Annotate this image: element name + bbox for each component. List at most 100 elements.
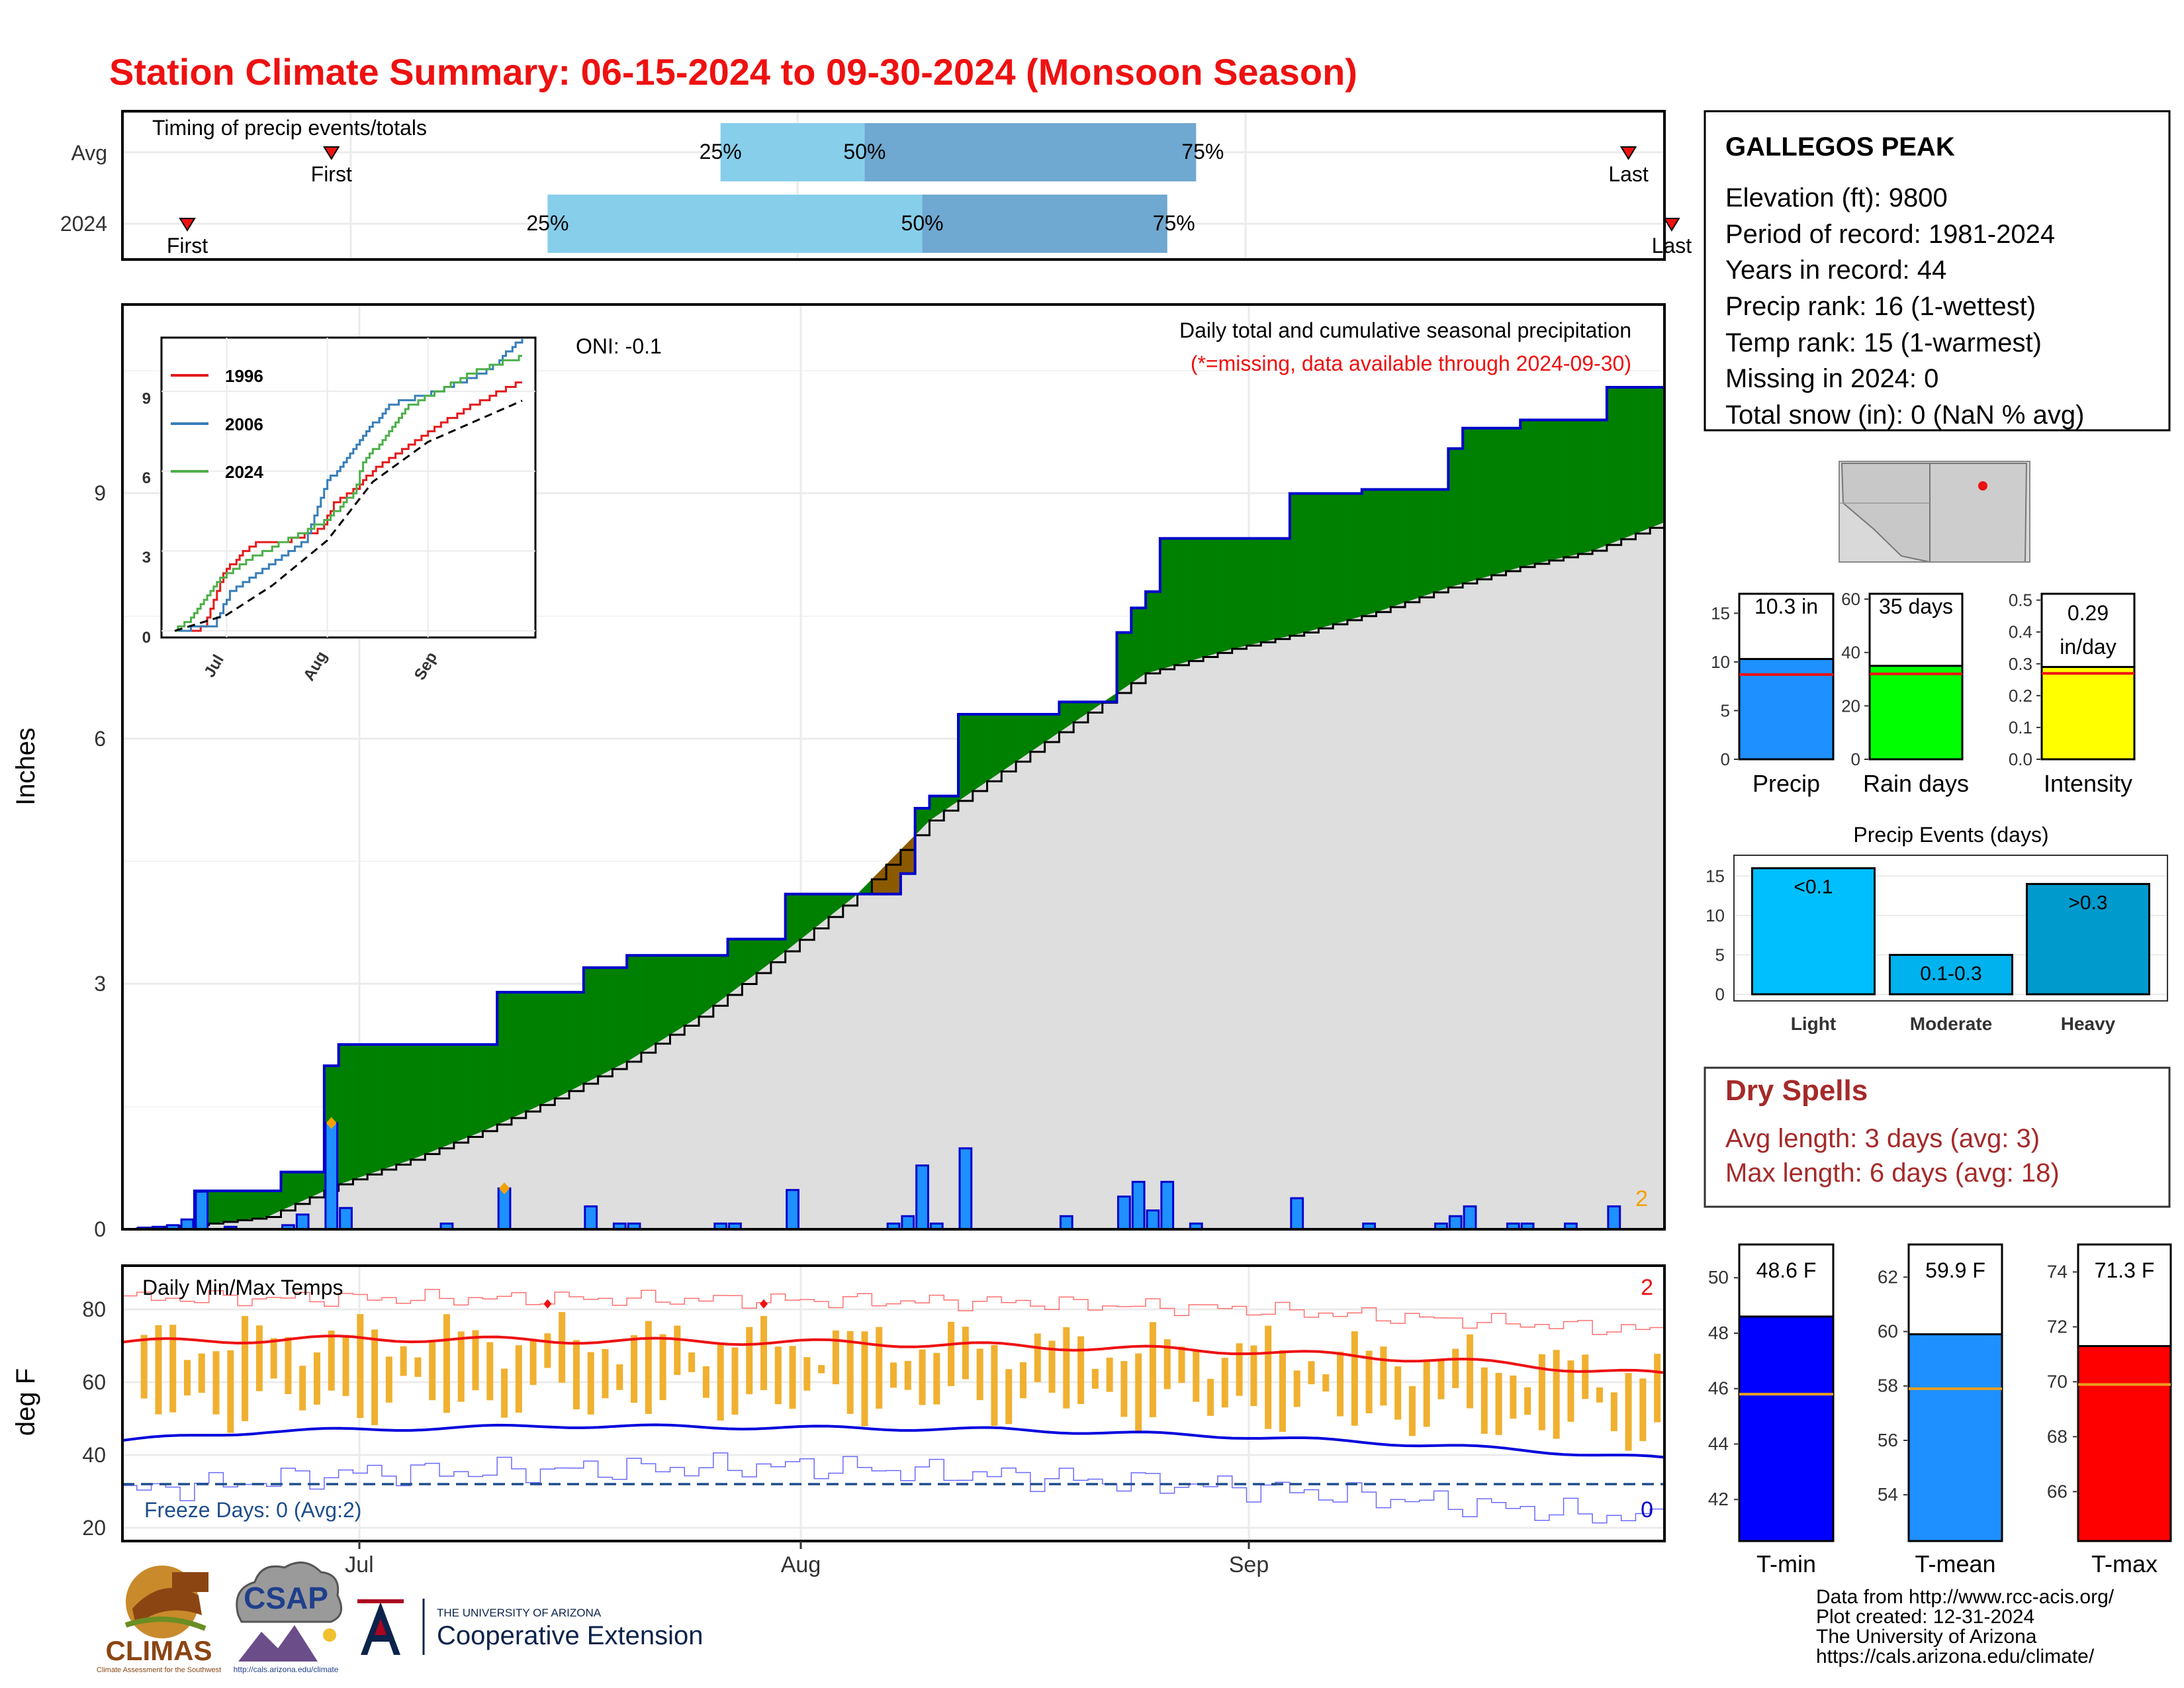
anomaly-fill xyxy=(511,992,526,1119)
daily-temp-range-bar xyxy=(760,1316,768,1390)
daily-temp-range-bar xyxy=(919,1349,926,1405)
daily-temp-range-bar xyxy=(1221,1358,1228,1408)
summary-axis-label: 5 xyxy=(1721,700,1730,720)
daily-precip-bar xyxy=(1160,1180,1175,1231)
daily-temp-range-bar xyxy=(1582,1354,1589,1399)
daily-temp-range-bar xyxy=(904,1360,911,1390)
timing-last-marker xyxy=(1663,218,1680,232)
anomaly-fill xyxy=(439,1044,455,1149)
anomaly-fill xyxy=(612,967,627,1070)
footer-line: https://cals.arizona.edu/climate/ xyxy=(1816,1646,2095,1667)
anomaly-fill xyxy=(1361,489,1377,617)
temp-bar-axis-label: 56 xyxy=(1878,1430,1898,1450)
anomaly-fill xyxy=(1332,493,1348,625)
anomaly-fill xyxy=(223,1190,238,1223)
station-line: Temp rank: 15 (1-warmest) xyxy=(1725,328,2042,357)
daily-temp-range-bar xyxy=(1178,1346,1185,1383)
events-bin-label: 0.1-0.3 xyxy=(1920,963,1981,985)
daily-temp-range-bar xyxy=(198,1353,205,1393)
inset-legend-2024: 2024 xyxy=(225,462,263,482)
anomaly-fill xyxy=(684,955,700,1026)
timing-label-p50: 50% xyxy=(901,211,944,235)
daily-temp-range-bar xyxy=(1308,1361,1315,1385)
daily-temp-range-bar xyxy=(357,1314,364,1419)
daily-temp-range-bar xyxy=(1063,1327,1070,1409)
daily-precip-bar xyxy=(1607,1205,1621,1231)
anomaly-fill xyxy=(281,1172,296,1211)
events-axis-label: 10 xyxy=(1706,906,1725,925)
anomaly-fill xyxy=(1419,489,1434,598)
daily-temp-range-bar xyxy=(1322,1374,1330,1392)
precip-plot xyxy=(122,385,1666,1231)
temp-y-axis: 80 60 40 20 xyxy=(82,1297,106,1540)
temp-bar-axis-label: 70 xyxy=(2047,1371,2068,1391)
anomaly-fill xyxy=(655,955,670,1045)
daily-temp-range-bar xyxy=(486,1342,494,1401)
page-title: Station Climate Summary: 06-15-2024 to 0… xyxy=(109,51,1357,93)
daily-temp-range-bar xyxy=(1005,1369,1013,1425)
anomaly-fill xyxy=(1448,448,1463,588)
inset-y-axis: 0 3 6 9 xyxy=(142,390,151,647)
summary-bar-label: Precip xyxy=(1752,770,1820,797)
station-name: GALLEGOS PEAK xyxy=(1725,132,1955,162)
footer-line: Plot created: 12-31-2024 xyxy=(1816,1606,2034,1628)
anomaly-fill xyxy=(353,1044,368,1180)
temp-bar-axis-label: 58 xyxy=(1878,1376,1898,1396)
daily-temp-range-bar xyxy=(962,1327,969,1380)
daily-temp-range-bar xyxy=(429,1342,436,1401)
oni-label: ONI: -0.1 xyxy=(576,334,662,358)
anomaly-fill xyxy=(1318,493,1334,629)
daily-temp-range-bar xyxy=(140,1335,148,1399)
missing-note: (*=missing, data available through 2024-… xyxy=(1191,352,1631,375)
temp-bar-label: T-min xyxy=(1756,1550,1816,1577)
anomaly-fill xyxy=(1217,538,1232,653)
events-bar-light xyxy=(1751,867,1876,996)
anomaly-fill xyxy=(1462,428,1478,584)
temp-bar-axis-label: 74 xyxy=(2047,1261,2068,1282)
daily-temp-range-bar xyxy=(1639,1378,1647,1441)
daily-temp-range-bar xyxy=(616,1364,623,1390)
ua-cooperative-extension-logo: THE UNIVERSITY OF ARIZONA Cooperative Ex… xyxy=(357,1599,703,1655)
daily-temp-range-bar xyxy=(1207,1379,1214,1416)
temp-y-label: deg F xyxy=(11,1368,40,1436)
daily-temp-range-bar xyxy=(1437,1360,1445,1399)
timing-box-50-75 xyxy=(922,195,1167,253)
dry-spells-avg: Avg length: 3 days (avg: 3) xyxy=(1725,1124,2040,1153)
daily-temp-range-bar xyxy=(818,1365,825,1374)
daily-temp-range-bar xyxy=(1452,1348,1459,1388)
daily-temp-range-bar xyxy=(1120,1361,1128,1417)
daily-temp-range-bar xyxy=(1538,1354,1545,1430)
daily-temp-range-bar xyxy=(717,1343,724,1421)
temp-bar-axis-label: 68 xyxy=(2047,1426,2068,1446)
events-bar-moderate xyxy=(1889,954,2013,996)
daily-temp-range-bar xyxy=(1034,1333,1041,1383)
daily-temp-range-bar xyxy=(1610,1392,1617,1432)
anomaly-fill xyxy=(583,967,598,1084)
x-tick-jul: Jul xyxy=(345,1552,373,1577)
daily-temp-range-bar xyxy=(472,1330,479,1391)
events-category-label: Heavy xyxy=(2061,1013,2116,1034)
daily-temp-range-bar xyxy=(861,1331,868,1427)
anomaly-fill xyxy=(482,1044,498,1132)
daily-precip-bar xyxy=(497,1187,512,1231)
anomaly-fill xyxy=(1347,493,1362,621)
anomaly-fill xyxy=(1635,387,1651,534)
inset-chart: 1996 2006 2024 0 3 6 9 Jul Aug Sep xyxy=(142,336,537,684)
events-axis-label: 0 xyxy=(1715,984,1725,1004)
daily-temp-range-bar xyxy=(602,1348,609,1399)
anomaly-fill xyxy=(1145,591,1161,674)
daily-temp-range-bar xyxy=(385,1356,392,1403)
daily-temp-range-bar xyxy=(414,1357,422,1377)
anomaly-fill xyxy=(1376,489,1391,612)
station-location-marker xyxy=(1978,481,1987,491)
daily-temp-range-bar xyxy=(227,1350,234,1433)
anomaly-fill xyxy=(410,1044,426,1160)
anomaly-fill xyxy=(1592,420,1608,551)
daily-temp-range-bar xyxy=(1351,1331,1358,1426)
anomaly-fill xyxy=(425,1044,440,1154)
events-category-label: Light xyxy=(1791,1013,1836,1034)
timing-row-label-2024: 2024 xyxy=(60,212,107,236)
events-axis-label: 5 xyxy=(1715,945,1725,965)
temp-value-bar xyxy=(2077,1344,2172,1542)
climas-logo-subtext: Climate Assessment for the Southwest xyxy=(97,1666,221,1674)
